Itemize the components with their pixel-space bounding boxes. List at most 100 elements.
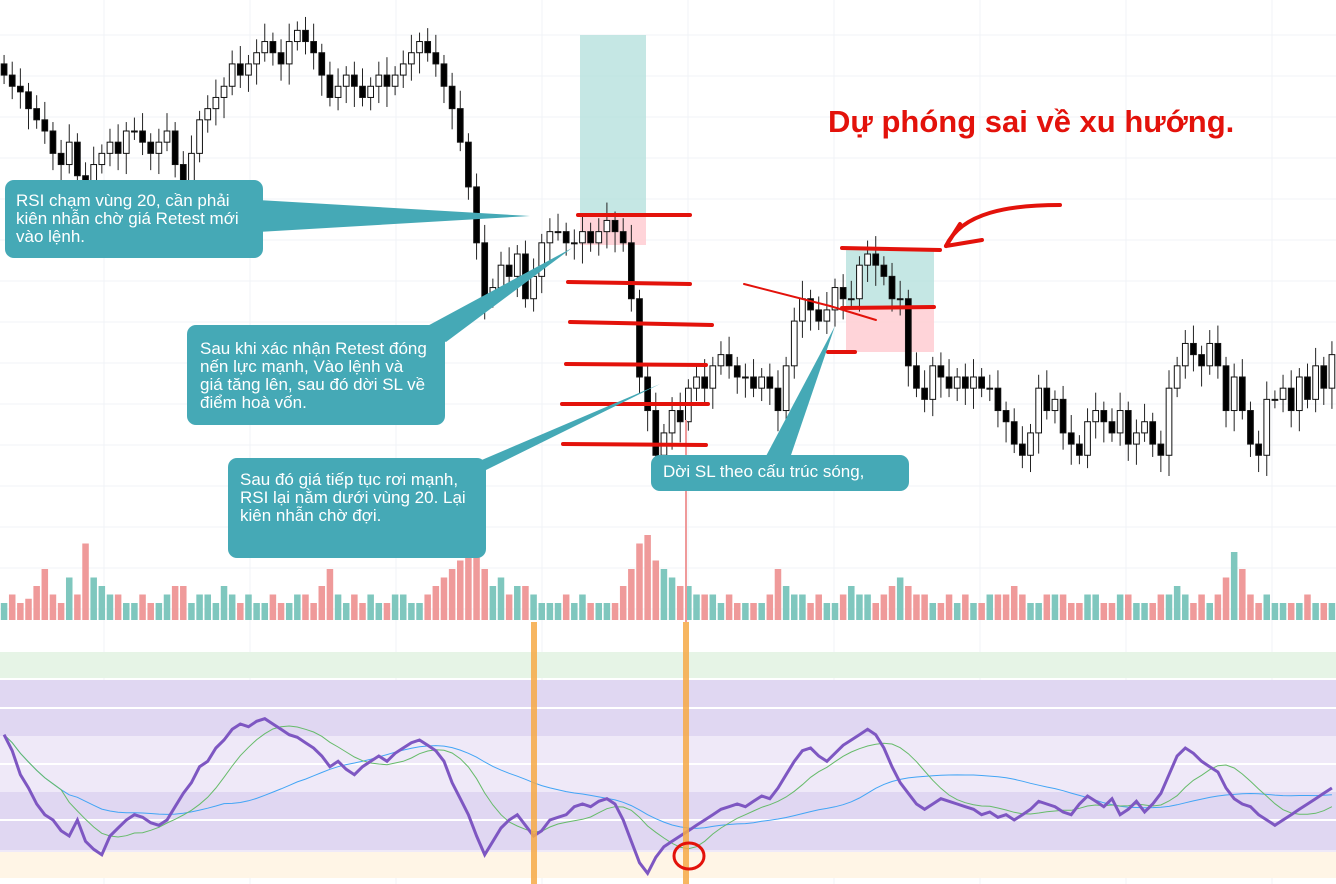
volume-bar [717,603,725,620]
candle-body [921,387,928,400]
volume-bar [1182,594,1189,620]
candle-body [106,141,114,154]
volume-bar [905,586,912,620]
volume-bar [587,603,594,620]
candle-body [709,365,717,389]
volume-bar [294,594,301,620]
volume-bar [766,594,774,620]
volume-bar [538,603,545,620]
rsi-series [2,717,1333,877]
volume-bar [913,594,920,620]
candle-body [1019,443,1026,456]
volume-bar [1320,603,1328,620]
candle-body [171,130,179,166]
candle-body [961,376,969,389]
volume-bar [489,586,497,620]
candle-body [701,376,709,389]
candle-body [269,41,277,54]
volume-bar [1035,603,1042,620]
volume-bar [1312,603,1319,620]
volume-bar [57,603,65,620]
candle-body [1027,432,1034,456]
volume-bar [163,594,171,620]
candle-body [733,365,741,378]
candle-body [994,387,1002,412]
candle-body [342,74,350,87]
volume-bar [1043,594,1051,620]
volume-bar [155,603,163,620]
candle-body [1328,354,1336,389]
annotation-line [566,280,692,286]
candle-body [554,231,562,234]
annotation-line [840,246,942,252]
volume-bar [212,603,220,620]
volume-bar [1027,603,1034,620]
callout-pointer [258,200,530,232]
candle-body [481,242,489,300]
volume-bar [448,569,456,620]
signal-markers [531,420,689,884]
candle-body [1320,365,1328,389]
volume-bar [1084,594,1091,620]
volume-bar [758,603,765,620]
candle-body [774,387,782,412]
volume-bar [505,594,513,620]
candle-body [579,231,586,244]
volume-bar [1100,603,1108,620]
rsi-oversold-circle [672,841,706,871]
candle-body [619,231,627,244]
candle-body [1141,421,1148,434]
volume-bar [970,603,977,620]
candle-body [627,242,635,300]
candle-body [228,63,236,87]
volume-bar [628,569,635,620]
annotation-line [568,320,714,327]
candle-body [399,63,407,76]
volume-bar [839,594,847,620]
candle-body [196,119,203,154]
volume-bar [953,603,961,620]
volume-bar [1173,586,1181,620]
volume-bar [962,594,969,620]
candle-body [839,287,847,300]
volume-bar [1002,594,1010,620]
volume-bar [1116,594,1124,620]
volume-bar [1279,603,1287,620]
callout-box [228,458,486,558]
volume-bar [725,594,733,620]
candle-body [856,264,863,300]
candle-body [513,253,521,277]
annotation-line [829,305,877,321]
candle-body [1312,365,1319,400]
candle-body [986,387,994,390]
volume-bar [188,603,195,620]
volume-bar [668,577,676,620]
candle-body [212,96,220,110]
candle-body [1092,410,1100,423]
candle-body [1059,398,1067,434]
candle-body [847,298,855,301]
volume-bar [1255,603,1262,620]
volume-bar [334,594,342,620]
volume-bar [864,594,871,620]
candle-body [122,130,130,154]
candle-body [456,108,464,143]
candle-body [717,354,725,367]
callout-rsi-touch: RSI chạm vùng 20, cần phải kiên nhẫn chờ… [16,191,244,246]
candle-body [1304,376,1311,400]
volume-bar [562,594,570,620]
volume-bar [171,586,179,620]
volume-bar [709,594,717,620]
volume-bar [799,594,806,620]
candle-body [1165,387,1173,456]
candle-body [432,52,440,65]
candle-body [807,298,814,311]
candle-body [1100,410,1108,423]
candle-body [57,152,65,166]
callout-retest-entry: Sau khi xác nhận Retest đóng nến lực mạn… [200,339,427,412]
candle-body [391,74,399,87]
candle-body [131,130,138,133]
candle-body [913,365,920,389]
volume-bar [375,603,383,620]
volume-bar [106,594,114,620]
